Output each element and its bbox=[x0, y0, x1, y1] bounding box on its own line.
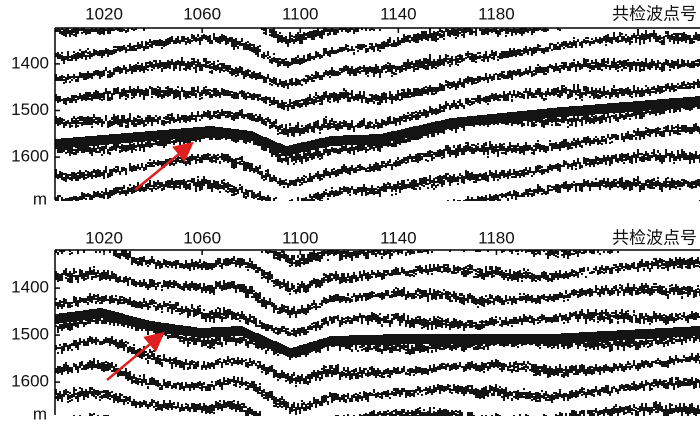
seismic-texture bbox=[55, 250, 700, 416]
x-tick-label: 1140 bbox=[380, 228, 417, 247]
x-tick-label: 1100 bbox=[282, 4, 319, 23]
x-tick-label: 1020 bbox=[85, 4, 123, 23]
x-tick-label: 1140 bbox=[380, 4, 417, 23]
x-tick-label: 1060 bbox=[183, 4, 221, 23]
x-tick-label: 1060 bbox=[183, 228, 221, 247]
x-tick-label: 1020 bbox=[85, 228, 123, 247]
arrow bbox=[134, 141, 194, 191]
y-tick-label: 1400 bbox=[11, 278, 49, 297]
arrow bbox=[106, 331, 165, 381]
x-tick-label: 1100 bbox=[282, 228, 319, 247]
x-axis-label: 共检波点号 bbox=[612, 4, 697, 23]
y-tick-label: 1400 bbox=[11, 53, 49, 72]
x-tick-label: 1180 bbox=[478, 228, 515, 247]
y-unit-label: m bbox=[33, 189, 47, 208]
y-tick-label: 1600 bbox=[11, 372, 49, 391]
seismic-texture bbox=[55, 28, 700, 201]
x-tick-label: 1180 bbox=[478, 4, 515, 23]
y-unit-label: m bbox=[33, 404, 47, 423]
x-axis-label: 共检波点号 bbox=[612, 228, 697, 247]
axes: 1020 1060 1100 1140 1180 1400 1500 1600 共检波点号 m 10… bbox=[11, 4, 700, 423]
y-tick-label: 1600 bbox=[11, 147, 49, 166]
seismic-sections bbox=[55, 28, 700, 416]
y-tick-label: 1500 bbox=[11, 100, 49, 119]
y-tick-label: 1500 bbox=[11, 325, 49, 344]
